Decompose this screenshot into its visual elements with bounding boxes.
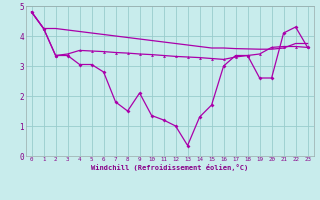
X-axis label: Windchill (Refroidissement éolien,°C): Windchill (Refroidissement éolien,°C) <box>91 164 248 171</box>
